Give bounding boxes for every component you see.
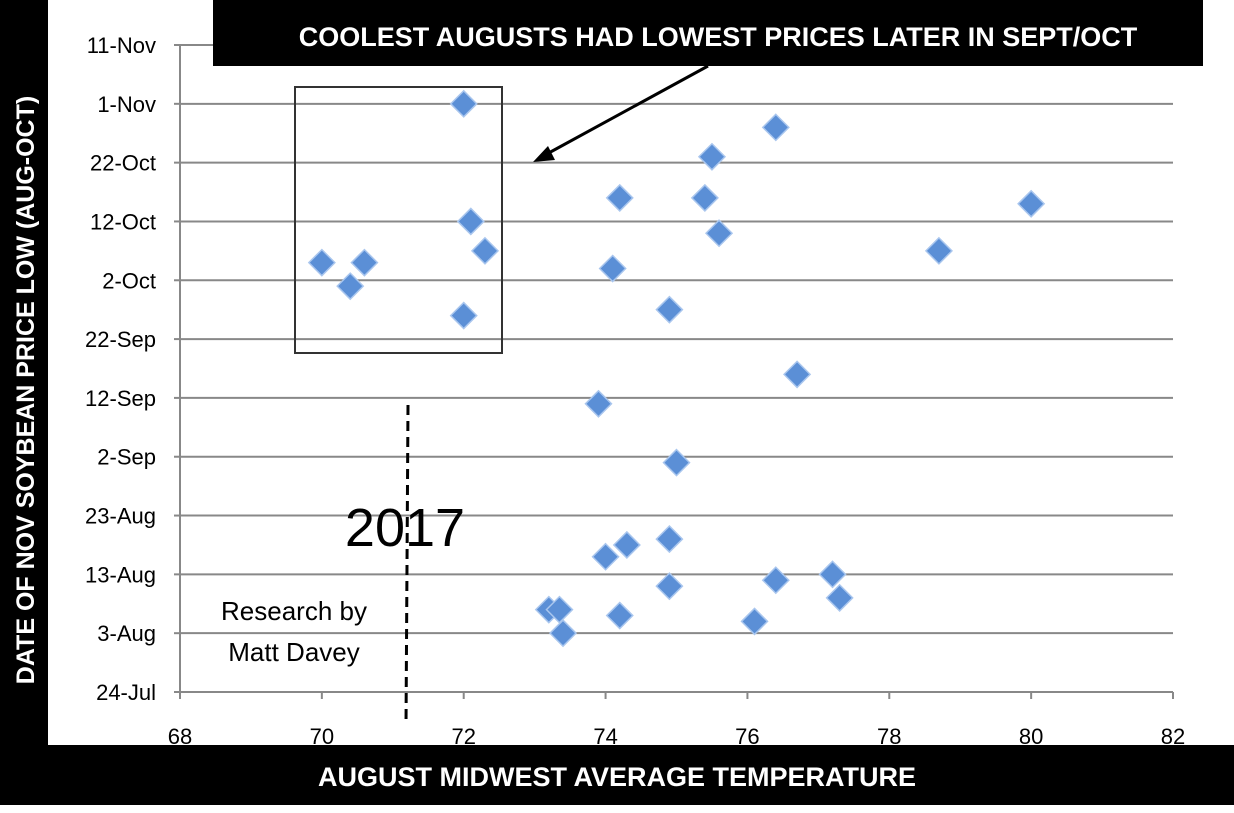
- data-point: [545, 595, 574, 624]
- y-tick-label: 2-Sep: [97, 445, 156, 470]
- data-point: [783, 360, 812, 389]
- data-point: [350, 248, 379, 277]
- x-tick-labels: 68 70 72 74 76 78 80 82: [168, 724, 1185, 749]
- x-tick-label: 82: [1161, 724, 1185, 749]
- x-tick-label: 74: [593, 724, 617, 749]
- y-tick-labels: 24-Jul 3-Aug 13-Aug 23-Aug 2-Sep 12-Sep 22-Sep…: [85, 33, 156, 705]
- data-point: [662, 448, 691, 477]
- data-point: [449, 89, 478, 118]
- data-point: [612, 530, 641, 560]
- data-point: [655, 295, 684, 324]
- x-tick-label: 80: [1019, 724, 1043, 749]
- data-point: [598, 254, 627, 283]
- x-axis-banner: [0, 745, 1234, 805]
- credit-line-1: Research by: [221, 596, 367, 626]
- data-point: [704, 219, 734, 248]
- highlight-box: [294, 86, 503, 354]
- data-point: [924, 236, 953, 265]
- y-tick-label: 12-Sep: [85, 386, 156, 411]
- data-point: [456, 207, 485, 236]
- data-points: [307, 89, 1046, 648]
- data-point: [1017, 189, 1046, 218]
- x-axis-label: AUGUST MIDWEST AVERAGE TEMPERATURE: [318, 762, 916, 792]
- y-tick-label: 12-Oct: [90, 209, 156, 234]
- data-point: [761, 566, 790, 595]
- x-tick-label: 68: [168, 724, 192, 749]
- chart-title: COOLEST AUGUSTS HAD LOWEST PRICES LATER …: [299, 22, 1138, 52]
- data-point: [740, 607, 769, 636]
- data-point: [584, 389, 613, 418]
- year-2017-marker-line: [404, 404, 410, 726]
- data-point: [605, 601, 634, 630]
- y-tick-label: 3-Aug: [97, 621, 156, 646]
- data-point: [605, 183, 634, 212]
- credit-line-2: Matt Davey: [228, 637, 360, 667]
- x-tick-label: 76: [735, 724, 759, 749]
- data-point: [697, 142, 727, 171]
- data-point: [818, 560, 847, 589]
- y-tick-label: 11-Nov: [87, 33, 156, 58]
- y-tick-label: 23-Aug: [85, 504, 156, 529]
- y-tick-label: 2-Oct: [102, 268, 156, 293]
- x-tick-label: 78: [877, 724, 901, 749]
- y-tick-label: 13-Aug: [85, 562, 156, 587]
- data-point: [449, 301, 478, 330]
- x-tick-label: 72: [451, 724, 475, 749]
- y-tick-label: 22-Sep: [85, 327, 156, 352]
- data-point: [591, 542, 620, 571]
- data-point: [655, 525, 684, 554]
- y-axis-banner: [0, 0, 48, 745]
- data-point: [336, 272, 365, 301]
- data-point: [825, 583, 854, 612]
- arrowhead-icon: [533, 146, 555, 162]
- gridlines: [174, 44, 1174, 699]
- y-tick-label: 22-Oct: [90, 151, 156, 176]
- data-point: [690, 183, 719, 212]
- annotation-arrow-line: [544, 64, 709, 157]
- x-tick-label: 70: [310, 724, 334, 749]
- data-point: [761, 113, 790, 142]
- data-point: [470, 236, 500, 265]
- title-banner: [213, 0, 1203, 66]
- y-tick-label: 1-Nov: [97, 92, 156, 117]
- data-point: [307, 248, 336, 277]
- y-tick-label: 24-Jul: [96, 680, 156, 705]
- year-2017-label: 2017: [345, 498, 465, 558]
- data-point: [548, 619, 578, 648]
- data-point: [655, 572, 684, 601]
- y-axis-label: DATE OF NOV SOYBEAN PRICE LOW (AUG-OCT): [12, 96, 40, 684]
